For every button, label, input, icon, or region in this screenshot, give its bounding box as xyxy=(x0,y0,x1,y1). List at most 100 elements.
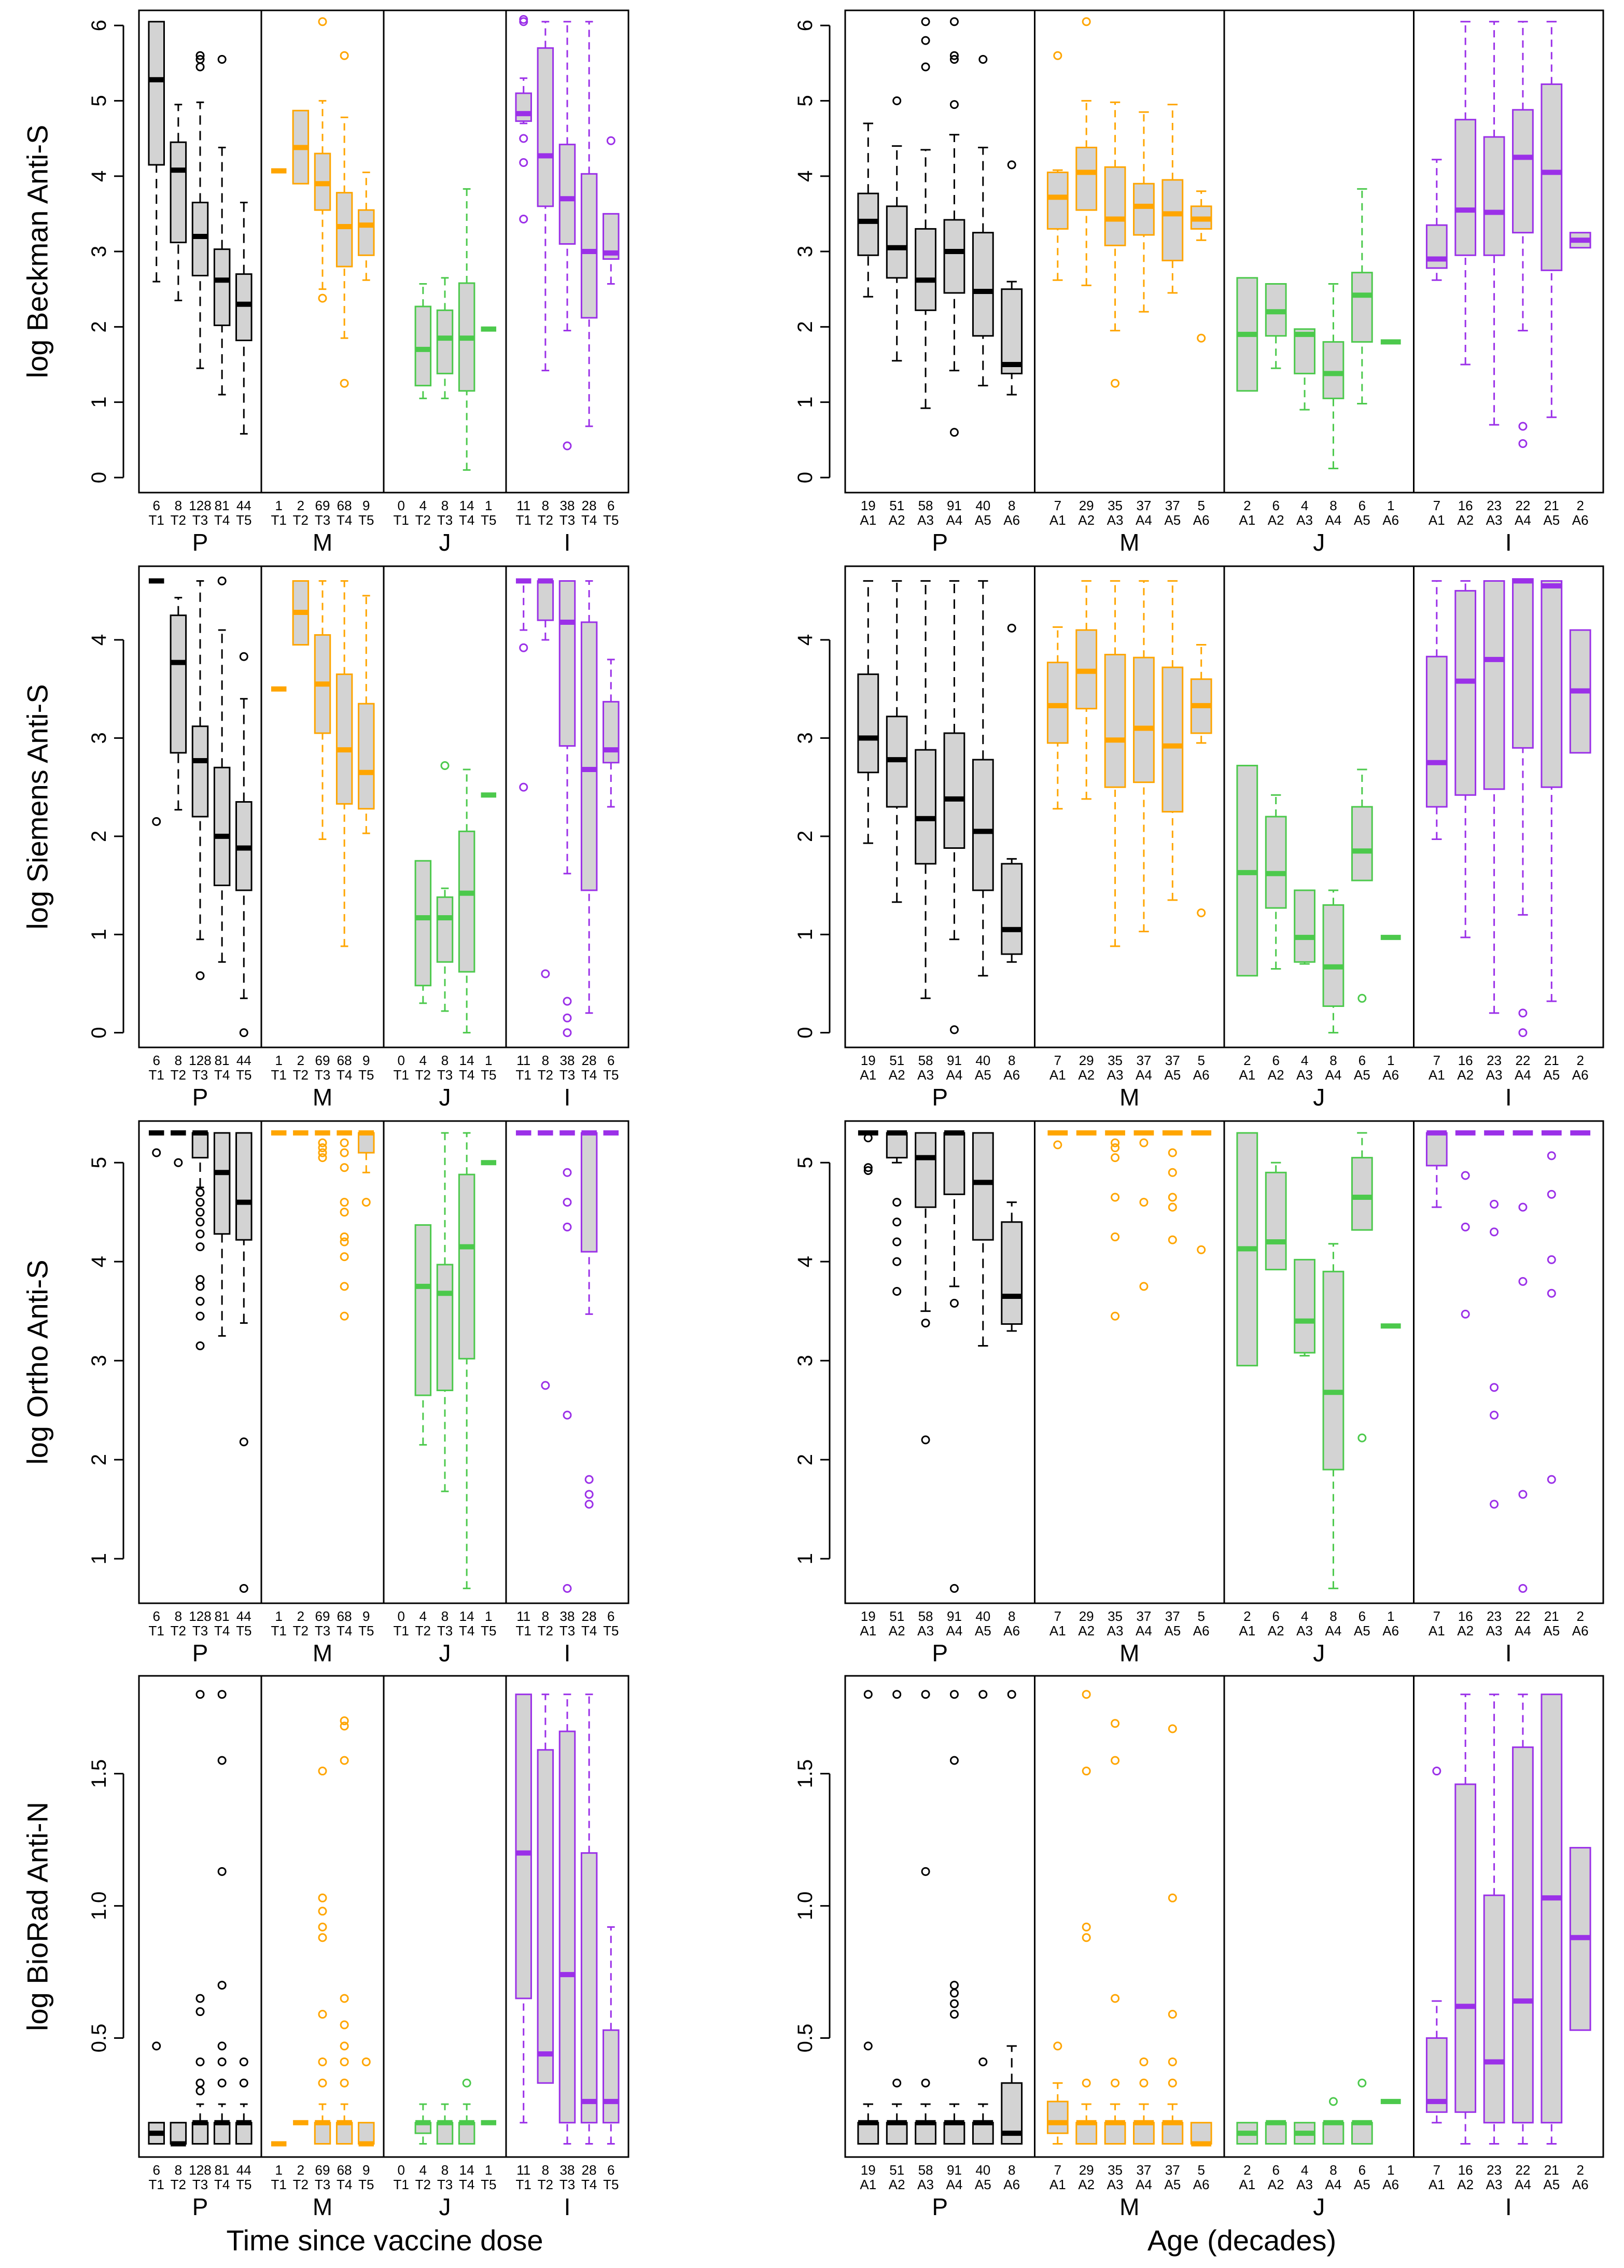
sample-size-label: 128 xyxy=(189,1053,211,1068)
sample-size-label: 69 xyxy=(315,1608,330,1624)
category-label: T4 xyxy=(581,1067,597,1083)
iqr-box xyxy=(414,860,432,987)
category-label: T5 xyxy=(481,512,496,528)
iqr-box xyxy=(414,1224,432,1396)
sample-size-label: 37 xyxy=(1165,498,1180,513)
category-label: T3 xyxy=(315,2177,330,2192)
iqr-box xyxy=(1133,2122,1155,2145)
outlier-point xyxy=(1461,1222,1470,1231)
sample-size-label: 51 xyxy=(889,2162,904,2178)
outlier-point xyxy=(1547,1189,1556,1199)
category-label: T4 xyxy=(459,1067,474,1083)
sample-size-label: 128 xyxy=(189,2162,211,2178)
iqr-box xyxy=(1075,146,1098,211)
y-tick-label: 4 xyxy=(88,634,110,646)
y-tick-label: 2 xyxy=(88,1454,110,1465)
category-label: A6 xyxy=(1572,1623,1589,1639)
box-J-A6: 1A6 xyxy=(1380,1323,1401,1639)
group-label: P xyxy=(192,529,208,556)
outlier-point xyxy=(217,1867,227,1876)
outlier-point xyxy=(239,652,248,661)
category-label: A2 xyxy=(1268,2177,1284,2192)
category-label: A5 xyxy=(975,1623,991,1639)
category-label: T4 xyxy=(581,1623,597,1639)
iqr-box xyxy=(335,192,353,268)
sample-size-label: 68 xyxy=(337,498,352,513)
iqr-box xyxy=(915,228,936,311)
box-P-T1: 6T1 xyxy=(148,2041,165,2192)
outlier-point xyxy=(1111,1311,1120,1321)
group-label: P xyxy=(932,2193,948,2220)
sample-size-label: 37 xyxy=(1136,1053,1151,1068)
iqr-box xyxy=(1351,1157,1373,1231)
outlier-point xyxy=(1197,333,1206,343)
y-tick-label: 6 xyxy=(794,20,817,31)
box-M-T5: 9T5 xyxy=(358,2057,375,2192)
group-label: P xyxy=(192,1640,208,1667)
category-label: T3 xyxy=(559,1067,575,1083)
sample-size-label: 2 xyxy=(297,1053,304,1068)
outlier-point xyxy=(949,1584,959,1593)
iqr-box xyxy=(1483,136,1505,256)
box-J-A1: 2A1 xyxy=(1236,1132,1258,1639)
sample-size-label: 16 xyxy=(1458,1053,1473,1068)
box-J-T1: 0T1 xyxy=(394,2162,409,2192)
iqr-box xyxy=(213,2122,231,2145)
box-P-A6: 8A6 xyxy=(1001,160,1023,528)
outlier-point xyxy=(863,1133,873,1142)
iqr-box xyxy=(170,614,187,754)
box-I-A6: 2A6 xyxy=(1569,232,1591,528)
outlier-point xyxy=(978,54,988,64)
box-J-A6: 1A6 xyxy=(1380,934,1401,1083)
sample-size-label: 5 xyxy=(1197,498,1205,513)
group-label: M xyxy=(1119,1640,1139,1667)
iqr-box xyxy=(1001,863,1023,955)
outlier-point xyxy=(519,134,528,143)
sample-size-label: 21 xyxy=(1544,498,1559,513)
group-label: I xyxy=(564,1640,571,1667)
category-label: A2 xyxy=(1078,1623,1095,1639)
outlier-point xyxy=(195,1311,205,1321)
sample-size-label: 9 xyxy=(362,1053,370,1068)
iqr-box xyxy=(1541,83,1563,271)
outlier-point xyxy=(1547,1475,1556,1484)
outlier-point xyxy=(440,761,450,770)
group-label: P xyxy=(192,2193,208,2220)
outlier-point xyxy=(318,1143,327,1153)
iqr-box xyxy=(943,732,965,849)
category-label: T2 xyxy=(293,512,309,528)
iqr-box xyxy=(1322,1270,1345,1471)
sample-size-label: 35 xyxy=(1108,1053,1123,1068)
category-label: A4 xyxy=(1515,2177,1531,2192)
category-label: A5 xyxy=(1543,2177,1560,2192)
category-label: T4 xyxy=(459,2177,474,2192)
iqr-box xyxy=(213,766,231,887)
sample-size-label: 28 xyxy=(582,498,597,513)
sample-size-label: 8 xyxy=(542,2162,549,2178)
box-J-T2: 4T2 xyxy=(414,2103,432,2192)
outlier-point xyxy=(1490,1410,1499,1420)
outlier-point xyxy=(152,2041,161,2051)
sample-size-label: 5 xyxy=(1197,1608,1205,1624)
sample-size-label: 2 xyxy=(1243,1053,1251,1068)
category-label: A4 xyxy=(946,2177,963,2192)
outlier-point xyxy=(1518,439,1528,449)
category-label: A5 xyxy=(1354,1067,1370,1083)
category-label: A3 xyxy=(1296,2177,1313,2192)
iqr-box xyxy=(1322,2122,1345,2145)
category-label: T4 xyxy=(214,2177,230,2192)
outlier-point xyxy=(1007,623,1016,633)
iqr-box xyxy=(191,2122,209,2145)
box-J-T5: 1T5 xyxy=(481,792,496,1083)
sample-size-label: 8 xyxy=(1329,1053,1337,1068)
outlier-point xyxy=(1111,1994,1120,2003)
iqr-box xyxy=(558,1730,576,2124)
